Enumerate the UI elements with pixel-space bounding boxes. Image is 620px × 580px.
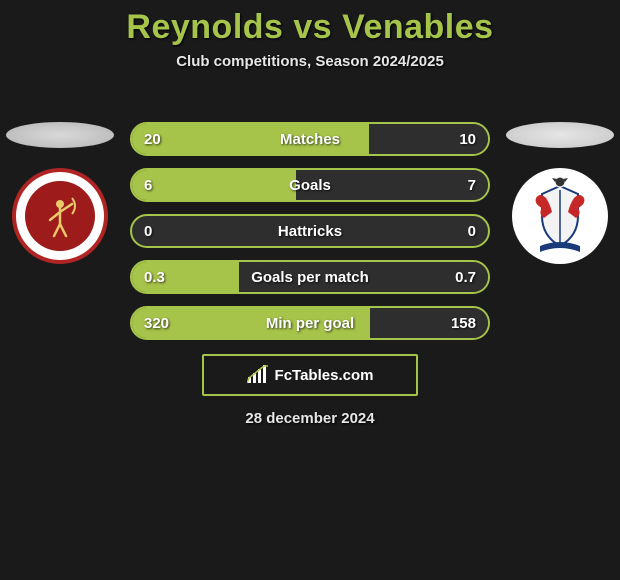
stat-value-left: 320	[144, 315, 169, 332]
player-right-crest	[512, 168, 608, 264]
date-text: 28 december 2024	[0, 410, 620, 427]
stat-value-right: 158	[451, 315, 476, 332]
player-right-silhouette	[506, 122, 614, 148]
stat-value-right: 10	[459, 131, 476, 148]
player-left-column	[0, 122, 120, 264]
archer-icon	[36, 192, 84, 240]
stat-row-matches: 20 Matches 10	[130, 122, 490, 156]
page-subtitle: Club competitions, Season 2024/2025	[0, 53, 620, 70]
comparison-card: Reynolds vs Venables Club competitions, …	[0, 0, 620, 580]
dragons-shield-icon	[512, 168, 608, 264]
stat-row-min-per-goal: 320 Min per goal 158	[130, 306, 490, 340]
attribution-text: FcTables.com	[275, 367, 374, 384]
crest-left-inner	[25, 181, 95, 251]
player-right-column	[500, 122, 620, 264]
stat-value-right: 7	[468, 177, 476, 194]
stat-value-right: 0.7	[455, 269, 476, 286]
player-left-crest	[12, 168, 108, 264]
stat-fill-right	[239, 262, 488, 292]
attribution-box[interactable]: FcTables.com	[202, 354, 418, 396]
stats-bars: 20 Matches 10 6 Goals 7 0 Hattricks 0 0.…	[130, 122, 490, 352]
stat-fill-left	[132, 170, 296, 200]
stat-value-left: 0	[144, 223, 152, 240]
stat-fill-right	[296, 170, 488, 200]
bar-chart-icon	[247, 365, 269, 385]
stat-row-goals: 6 Goals 7	[130, 168, 490, 202]
stat-row-goals-per-match: 0.3 Goals per match 0.7	[130, 260, 490, 294]
stat-row-hattricks: 0 Hattricks 0	[130, 214, 490, 248]
stat-fill-left	[132, 124, 369, 154]
page-title: Reynolds vs Venables	[0, 8, 620, 47]
stat-label: Hattricks	[132, 223, 488, 240]
stat-value-left: 20	[144, 131, 161, 148]
stat-value-left: 6	[144, 177, 152, 194]
stat-value-left: 0.3	[144, 269, 165, 286]
player-left-silhouette	[6, 122, 114, 148]
stat-value-right: 0	[468, 223, 476, 240]
